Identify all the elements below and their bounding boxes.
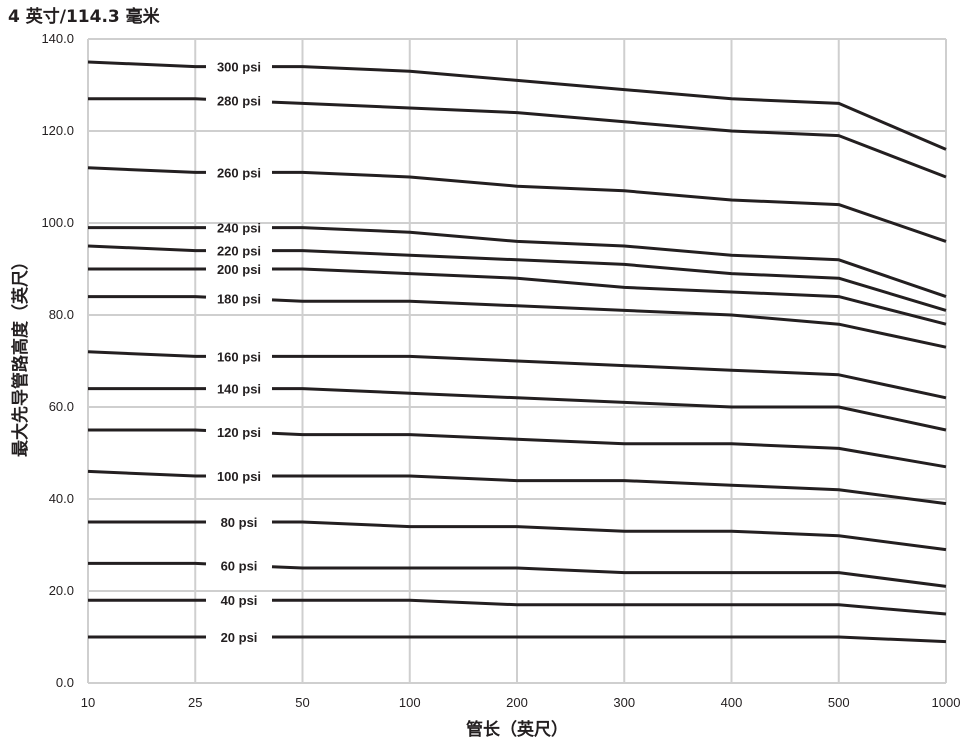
series-line [272,226,947,299]
x-tick-label: 10 [81,695,95,710]
series-label: 40 psi [221,593,258,608]
series-line [272,520,947,552]
series-line [88,295,207,299]
x-axis-title: 管长（英尺） [466,719,568,740]
series-line [272,65,947,151]
series-line [87,350,206,358]
y-tick-label: 40.0 [49,491,74,506]
series-line [271,431,947,469]
series-label: 120 psi [217,425,261,440]
series-label: 140 psi [217,382,261,397]
series-line [87,469,206,478]
series-line [87,244,206,253]
y-tick-label: 0.0 [56,675,74,690]
x-axis-ticks: 10 25 50 100 200 300 400 500 1000 [81,695,961,710]
series-line [272,267,947,326]
x-tick-label: 500 [828,695,850,710]
series-line [272,635,947,644]
series-label: 80 psi [221,515,258,530]
series-line [271,298,947,349]
series-line [88,428,207,432]
series-label: 160 psi [217,349,261,364]
x-tick-label: 400 [721,695,743,710]
x-tick-label: 50 [295,695,309,710]
series-lines [87,60,947,644]
series-label: 220 psi [217,244,261,259]
series-line [87,166,206,174]
series-line [272,354,947,400]
series-label: 260 psi [217,165,261,180]
y-tick-label: 120.0 [41,123,74,138]
series-line [88,97,207,101]
x-tick-label: 300 [613,695,635,710]
series-label: 240 psi [217,221,261,236]
series-label: 60 psi [221,558,258,573]
series-line [88,561,207,566]
y-axis-ticks: 0.0 20.0 40.0 60.0 80.0 100.0 120.0 140.0 [41,31,74,690]
series-label: 280 psi [217,94,261,109]
x-tick-label: 1000 [932,695,961,710]
series-label: 20 psi [221,630,258,645]
series-label: 180 psi [217,291,261,306]
y-tick-label: 100.0 [41,215,74,230]
series-line [272,170,947,243]
y-axis-title: 最大先导管路高度（英尺） [10,253,31,457]
series-labels: 300 psi 280 psi 260 psi 240 psi 220 psi 200 p… [217,60,261,645]
chart-title: 4 英寸/114.3 毫米 [8,7,160,27]
y-tick-label: 60.0 [49,399,74,414]
y-tick-label: 140.0 [41,31,74,46]
x-tick-label: 100 [399,695,421,710]
series-line [272,598,947,616]
series-line [87,60,206,69]
series-line [272,249,947,312]
series-label: 300 psi [217,60,261,75]
x-tick-label: 200 [506,695,528,710]
series-label: 200 psi [217,262,261,277]
x-tick-label: 25 [188,695,202,710]
y-tick-label: 80.0 [49,307,74,322]
series-line [271,565,947,588]
series-label: 100 psi [217,469,261,484]
y-tick-label: 20.0 [49,583,74,598]
series-line [272,474,947,506]
series-line [272,387,947,432]
series-line [271,100,947,179]
